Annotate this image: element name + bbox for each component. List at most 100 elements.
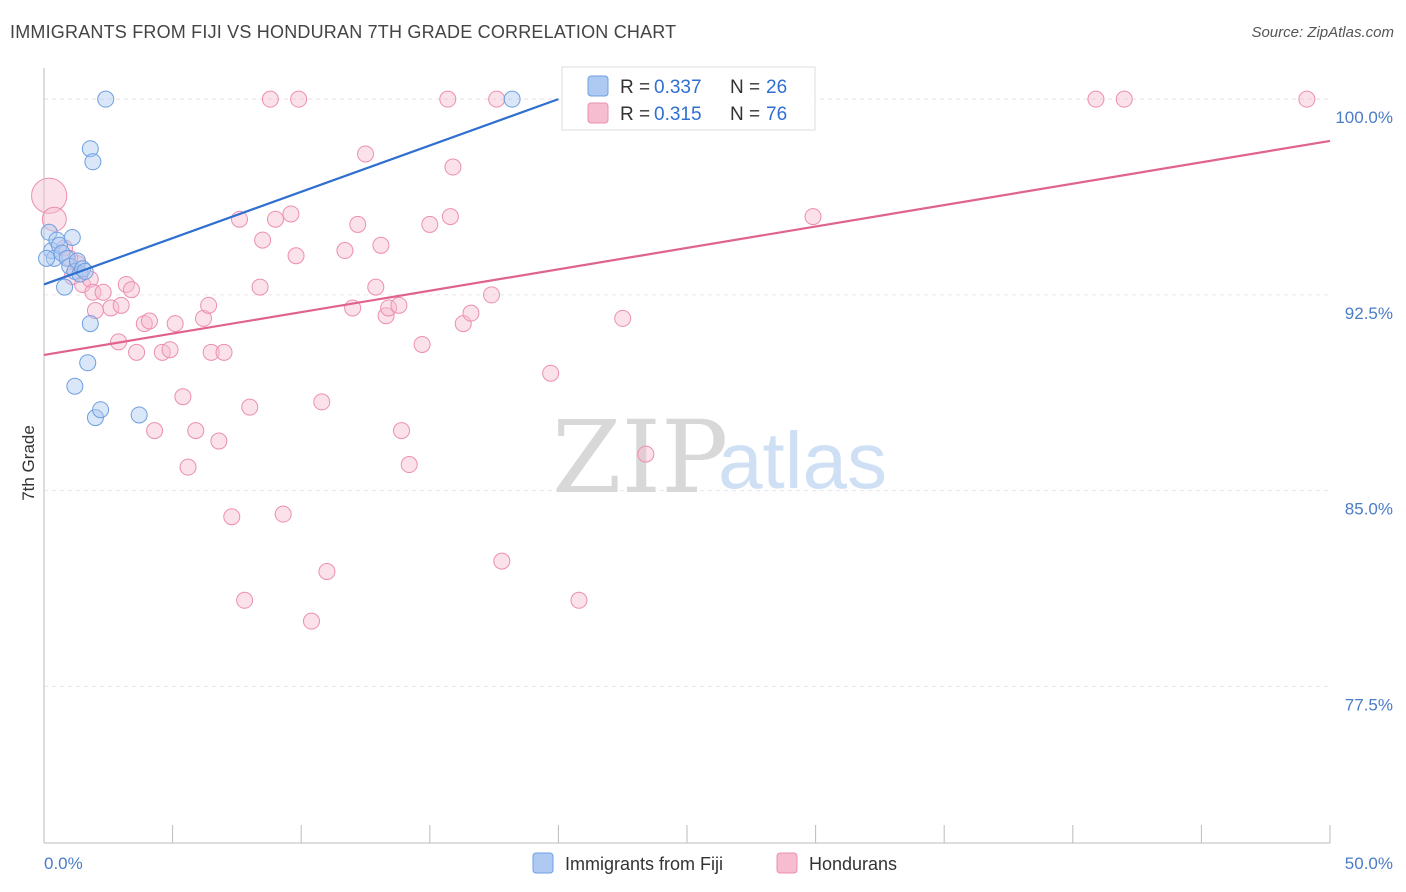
honduran-point: [614, 309, 632, 327]
legend-r-value-fiji: 0.337: [654, 77, 702, 98]
honduran-point: [135, 315, 153, 333]
honduran-point: [202, 343, 220, 361]
legend-n-value-hondurans: 76: [766, 104, 787, 125]
honduran-point: [223, 508, 241, 526]
honduran-point: [282, 205, 300, 223]
honduran-point: [302, 612, 320, 630]
source-label: Source: ZipAtlas.com: [1251, 24, 1394, 41]
honduran-point: [174, 388, 192, 406]
honduran-point: [1087, 90, 1105, 108]
honduran-point: [94, 283, 112, 301]
fiji-point: [84, 153, 102, 171]
honduran-point: [200, 296, 218, 314]
honduran-point: [400, 456, 418, 474]
honduran-point: [31, 177, 68, 214]
legend-swatch-hondurans: [587, 102, 609, 124]
fiji-point: [503, 90, 521, 108]
honduran-point: [357, 145, 374, 163]
honduran-point: [493, 552, 511, 570]
trend-line-hondurans: [43, 139, 1331, 357]
honduran-point: [161, 341, 179, 359]
honduran-point: [146, 422, 164, 440]
y-tick-labels: 77.5% 85.0% 92.5% 100.0%: [1335, 108, 1393, 714]
honduran-point: [542, 364, 560, 382]
honduran-point: [254, 231, 272, 249]
bottom-legend-label-fiji: Immigrants from Fiji: [565, 854, 723, 874]
honduran-point: [390, 296, 408, 314]
honduran-point: [380, 299, 398, 317]
honduran-point: [462, 304, 480, 322]
honduran-point: [122, 281, 140, 299]
legend-r-label-hondurans: R =: [620, 104, 650, 125]
honduran-point: [215, 343, 233, 361]
honduran-point: [318, 563, 336, 581]
honduran-point: [372, 236, 390, 254]
legend-r-value-hondurans: 0.315: [654, 104, 702, 125]
fiji-point: [97, 90, 115, 108]
honduran-point: [804, 208, 822, 226]
honduran-point: [367, 278, 385, 296]
honduran-point: [336, 242, 354, 260]
honduran-point: [488, 90, 506, 108]
fiji-point: [63, 228, 81, 246]
honduran-point: [439, 90, 457, 108]
x-tick-label-min: 0.0%: [44, 854, 83, 873]
legend-swatch-fiji: [587, 75, 609, 97]
honduran-point: [290, 90, 308, 108]
honduran-point: [313, 393, 331, 411]
y-tick-label: 77.5%: [1345, 695, 1393, 714]
honduran-point: [86, 302, 104, 320]
chart-title: IMMIGRANTS FROM FIJI VS HONDURAN 7TH GRA…: [10, 22, 677, 42]
honduran-point: [421, 215, 439, 233]
fiji-point: [92, 401, 110, 419]
honduran-point: [393, 422, 411, 440]
honduran-point: [236, 591, 254, 609]
honduran-point: [210, 432, 228, 450]
honduran-point: [241, 398, 259, 416]
bottom-legend-label-hondurans: Hondurans: [809, 854, 897, 874]
honduran-point: [117, 275, 135, 293]
axes: [43, 68, 1331, 844]
honduran-point: [194, 309, 212, 327]
honduran-point: [84, 283, 102, 301]
honduran-point: [483, 286, 501, 304]
fiji-point: [66, 377, 84, 395]
honduran-point: [1298, 90, 1316, 108]
y-tick-label: 92.5%: [1345, 304, 1393, 323]
bottom-legend-swatch-fiji: [532, 852, 554, 874]
legend-box: R = 0.337 N = 26 R = 0.315 N = 76: [561, 66, 816, 131]
legend-n-value-fiji: 26: [766, 77, 787, 98]
honduran-point: [166, 315, 184, 333]
honduran-point: [187, 422, 205, 440]
honduran-point: [441, 208, 459, 226]
trend-line-fiji: [43, 98, 559, 286]
honduran-point: [41, 206, 67, 232]
watermark: ZIP atlas: [552, 399, 887, 516]
fiji-point: [130, 406, 148, 424]
honduran-point: [112, 296, 130, 314]
watermark-zip: ZIP: [552, 399, 728, 516]
x-tick-label-max: 50.0%: [1345, 854, 1393, 873]
fiji-point: [81, 315, 99, 333]
trend-lines: [43, 98, 1331, 357]
honduran-point: [128, 343, 146, 361]
honduran-point: [444, 158, 462, 176]
legend-n-label-hondurans: N =: [730, 104, 760, 125]
honduran-point: [637, 445, 655, 463]
data-points: [31, 90, 1316, 630]
honduran-point: [349, 215, 367, 233]
bottom-legend-swatch-hondurans: [776, 852, 798, 874]
y-axis-title: 7th Grade: [19, 425, 38, 501]
honduran-point: [1115, 90, 1133, 108]
legend-n-label-fiji: N =: [730, 77, 760, 98]
honduran-point: [179, 458, 197, 476]
honduran-point: [274, 505, 292, 523]
y-tick-label: 85.0%: [1345, 500, 1393, 519]
honduran-point: [261, 90, 279, 108]
honduran-point: [413, 335, 431, 353]
honduran-point: [287, 247, 305, 265]
fiji-point: [79, 354, 97, 372]
honduran-point: [251, 278, 269, 296]
legend-r-label-fiji: R =: [620, 77, 650, 98]
